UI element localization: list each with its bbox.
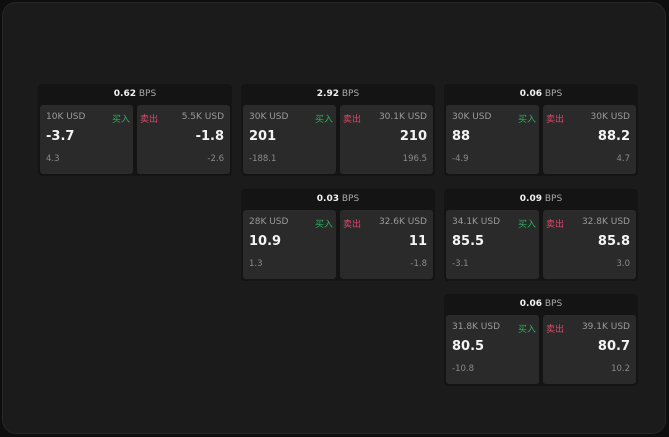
buy-label: 买入 bbox=[314, 220, 333, 230]
buy-card[interactable]: 30K USD 买入 201 -188.1 bbox=[243, 105, 336, 174]
ask-quantity: 30K USD bbox=[590, 112, 630, 122]
bid-quantity: 34.1K USD bbox=[452, 217, 501, 227]
sell-label: 卖出 bbox=[343, 220, 362, 230]
spread-unit: BPS bbox=[544, 194, 563, 204]
bid-quantity: 28K USD bbox=[249, 217, 289, 227]
bid-quantity: 30K USD bbox=[452, 112, 492, 122]
spread-header: 0.62 BPS bbox=[38, 84, 232, 104]
ask-change: -2.6 bbox=[207, 154, 224, 164]
ask-price: 80.7 bbox=[597, 339, 630, 354]
quote-panel: 0.03 BPS 28K USD 买入 10.9 1.3 卖出 32.6K US… bbox=[241, 189, 435, 281]
buy-label: 买入 bbox=[111, 115, 130, 125]
ask-change: -1.8 bbox=[410, 259, 427, 269]
bid-price: 80.5 bbox=[452, 339, 485, 354]
bid-price: 88 bbox=[452, 129, 471, 144]
ask-quantity: 30.1K USD bbox=[378, 112, 427, 122]
ask-quantity: 32.8K USD bbox=[581, 217, 630, 227]
spread-value: 0.62 bbox=[113, 89, 136, 99]
spread-header: 0.03 BPS bbox=[241, 189, 435, 209]
ask-price: 88.2 bbox=[597, 129, 630, 144]
bid-quantity: 10K USD bbox=[46, 112, 86, 122]
bid-price: 85.5 bbox=[452, 234, 485, 249]
spread-unit: BPS bbox=[544, 89, 563, 99]
bid-price: 10.9 bbox=[249, 234, 282, 249]
sell-label: 卖出 bbox=[140, 115, 159, 125]
ask-price: 210 bbox=[399, 129, 427, 144]
sell-label: 卖出 bbox=[546, 220, 565, 230]
bid-change: -10.8 bbox=[452, 364, 474, 374]
buy-label: 买入 bbox=[517, 115, 536, 125]
ask-price: 11 bbox=[408, 234, 427, 249]
bid-change: -3.1 bbox=[452, 259, 469, 269]
ask-quantity: 39.1K USD bbox=[581, 322, 630, 332]
quote-panel: 0.09 BPS 34.1K USD 买入 85.5 -3.1 卖出 32.8K… bbox=[444, 189, 638, 281]
buy-card[interactable]: 34.1K USD 买入 85.5 -3.1 bbox=[446, 210, 539, 279]
quote-panel: 2.92 BPS 30K USD 买入 201 -188.1 卖出 30.1K … bbox=[241, 84, 435, 176]
bid-quantity: 30K USD bbox=[249, 112, 289, 122]
spread-value: 2.92 bbox=[316, 89, 339, 99]
bid-change: 4.3 bbox=[46, 154, 60, 164]
bid-quantity: 31.8K USD bbox=[452, 322, 501, 332]
spread-header: 0.06 BPS bbox=[444, 294, 638, 314]
sell-card[interactable]: 卖出 5.5K USD -1.8 -2.6 bbox=[137, 105, 230, 174]
spread-unit: BPS bbox=[341, 89, 360, 99]
buy-label: 买入 bbox=[517, 325, 536, 335]
buy-label: 买入 bbox=[517, 220, 536, 230]
ask-change: 10.2 bbox=[611, 364, 630, 374]
quote-panel: 0.62 BPS 10K USD 买入 -3.7 4.3 卖出 5.5K USD… bbox=[38, 84, 232, 176]
sell-card[interactable]: 卖出 30.1K USD 210 196.5 bbox=[340, 105, 433, 174]
buy-card[interactable]: 10K USD 买入 -3.7 4.3 bbox=[40, 105, 133, 174]
spread-value: 0.06 bbox=[519, 299, 542, 309]
spread-header: 2.92 BPS bbox=[241, 84, 435, 104]
spread-value: 0.09 bbox=[519, 194, 542, 204]
buy-card[interactable]: 31.8K USD 买入 80.5 -10.8 bbox=[446, 315, 539, 384]
sell-card[interactable]: 卖出 32.6K USD 11 -1.8 bbox=[340, 210, 433, 279]
bid-price: 201 bbox=[249, 129, 277, 144]
spread-unit: BPS bbox=[341, 194, 360, 204]
buy-label: 买入 bbox=[314, 115, 333, 125]
ask-change: 4.7 bbox=[616, 154, 630, 164]
sell-label: 卖出 bbox=[343, 115, 362, 125]
ask-price: -1.8 bbox=[195, 129, 224, 144]
spread-header: 0.09 BPS bbox=[444, 189, 638, 209]
spread-header: 0.06 BPS bbox=[444, 84, 638, 104]
ask-change: 196.5 bbox=[402, 154, 427, 164]
sell-card[interactable]: 卖出 30K USD 88.2 4.7 bbox=[543, 105, 636, 174]
bid-change: 1.3 bbox=[249, 259, 263, 269]
ask-quantity: 32.6K USD bbox=[378, 217, 427, 227]
bid-change: -4.9 bbox=[452, 154, 469, 164]
ask-quantity: 5.5K USD bbox=[181, 112, 224, 122]
spread-unit: BPS bbox=[544, 299, 563, 309]
buy-card[interactable]: 30K USD 买入 88 -4.9 bbox=[446, 105, 539, 174]
bid-price: -3.7 bbox=[46, 129, 75, 144]
spread-unit: BPS bbox=[138, 89, 157, 99]
ask-price: 85.8 bbox=[597, 234, 630, 249]
sell-card[interactable]: 卖出 32.8K USD 85.8 3.0 bbox=[543, 210, 636, 279]
spread-value: 0.06 bbox=[519, 89, 542, 99]
buy-card[interactable]: 28K USD 买入 10.9 1.3 bbox=[243, 210, 336, 279]
quote-panel: 0.06 BPS 31.8K USD 买入 80.5 -10.8 卖出 39.1… bbox=[444, 294, 638, 386]
bid-change: -188.1 bbox=[249, 154, 277, 164]
ask-change: 3.0 bbox=[616, 259, 630, 269]
sell-label: 卖出 bbox=[546, 115, 565, 125]
sell-card[interactable]: 卖出 39.1K USD 80.7 10.2 bbox=[543, 315, 636, 384]
quote-panel: 0.06 BPS 30K USD 买入 88 -4.9 卖出 30K USD 8… bbox=[444, 84, 638, 176]
sell-label: 卖出 bbox=[546, 325, 565, 335]
spread-value: 0.03 bbox=[316, 194, 339, 204]
